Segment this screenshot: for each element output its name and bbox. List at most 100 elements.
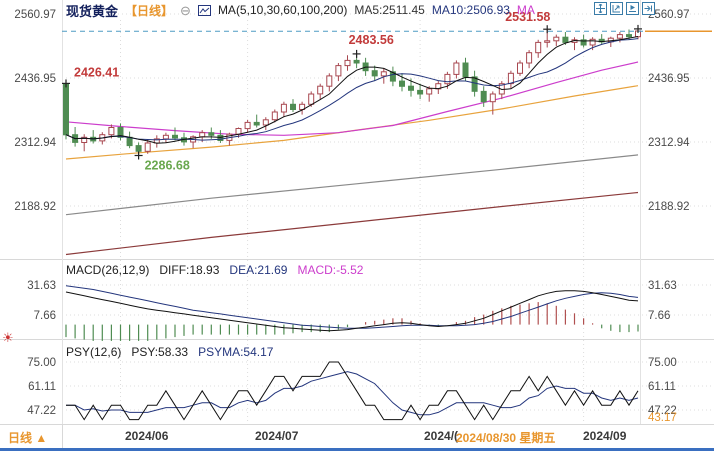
candle bbox=[453, 62, 460, 75]
psy-title[interactable]: PSY(12,6) bbox=[66, 345, 122, 359]
candle bbox=[489, 93, 496, 103]
axis-label: 47.22 bbox=[27, 405, 56, 417]
candle bbox=[517, 62, 523, 74]
time-axis-bar: 日线 ▲ 2024/06 2024/07 2024/(2024/08/30 星期五 2… bbox=[0, 424, 714, 448]
psy-line bbox=[66, 361, 639, 421]
axis-label: 75.00 bbox=[27, 357, 56, 369]
axis-label: 2312.94 bbox=[648, 137, 690, 149]
candle bbox=[544, 40, 551, 43]
axis-label: 2436.95 bbox=[648, 73, 690, 85]
dea-line bbox=[65, 285, 639, 329]
move-tool-icon[interactable] bbox=[594, 2, 607, 15]
indicator-icon[interactable] bbox=[197, 4, 211, 16]
candle bbox=[553, 36, 560, 42]
axis-label: 43.17 bbox=[648, 412, 677, 424]
candle bbox=[589, 38, 596, 46]
candle bbox=[199, 132, 206, 138]
y-axis-labels: 2560.97 2560.97 2436.95 2436.95 2312.94 2312.… bbox=[14, 9, 690, 424]
macd-diff-value: DIFF:18.93 bbox=[159, 263, 220, 277]
candle bbox=[417, 89, 424, 95]
candle bbox=[262, 119, 269, 126]
axis-label: 2426.41 bbox=[74, 65, 119, 79]
axis-fit-icon[interactable] bbox=[610, 2, 623, 15]
candle bbox=[335, 65, 342, 77]
candle bbox=[462, 62, 469, 78]
period-tag: 【日线】 bbox=[125, 3, 174, 18]
candle bbox=[616, 34, 623, 39]
axis-label: 61.11 bbox=[648, 381, 676, 393]
axis-label: 7.66 bbox=[648, 310, 670, 322]
psyma-value: PSYMA:54.17 bbox=[198, 345, 274, 359]
indicator-settings-icon[interactable]: ☀ bbox=[2, 330, 14, 345]
macd-hist-value: MACD:-5.52 bbox=[297, 263, 364, 277]
candle bbox=[399, 80, 405, 87]
candle bbox=[135, 145, 142, 152]
collapse-icon[interactable]: ⊖ bbox=[180, 2, 191, 18]
chart-header: 现货黄金 【日线】 ⊖ MA(5,10,30,60,100,200) MA5:2… bbox=[66, 2, 535, 19]
axis-label: 75.00 bbox=[648, 357, 677, 369]
candle bbox=[389, 71, 396, 82]
candle bbox=[126, 136, 133, 147]
candle bbox=[253, 121, 260, 126]
candle bbox=[81, 136, 88, 144]
gridlines bbox=[62, 13, 712, 429]
diff-line bbox=[65, 290, 639, 332]
candle bbox=[280, 103, 287, 113]
axis-label: 31.63 bbox=[27, 280, 56, 292]
ma-extra-value: MA bbox=[516, 3, 535, 17]
axis-label: 47.22 bbox=[648, 405, 677, 417]
crosshair-date-label: 2024/08/30 星期五 bbox=[456, 431, 556, 445]
candle bbox=[344, 59, 351, 67]
axis-label: 61.11 bbox=[28, 381, 56, 393]
candle bbox=[535, 41, 542, 54]
candle bbox=[108, 127, 115, 136]
axis-label: 2560.97 bbox=[14, 9, 56, 21]
candle bbox=[290, 103, 296, 111]
candle bbox=[317, 85, 324, 95]
axis-label: 2286.68 bbox=[145, 159, 190, 173]
price-annotations: 2426.41 2286.68 2483.56 2531.58 bbox=[62, 10, 642, 173]
candle bbox=[308, 93, 315, 105]
psy-value: PSY:58.33 bbox=[131, 345, 189, 359]
macd-histogram bbox=[65, 302, 639, 341]
axis-label: 31.63 bbox=[648, 280, 677, 292]
candle bbox=[144, 142, 151, 152]
candle bbox=[480, 90, 487, 103]
axis-label: 2560.97 bbox=[648, 9, 690, 21]
ma10-line bbox=[65, 38, 639, 141]
period-selector[interactable]: 日线 ▲ bbox=[8, 431, 48, 445]
axis-label: 2188.92 bbox=[648, 201, 690, 213]
psy-header: PSY(12,6) PSY:58.33 PSYMA:54.17 bbox=[66, 345, 273, 359]
candle bbox=[271, 111, 278, 121]
x-axis-label: 2024/06 bbox=[125, 429, 169, 443]
candle bbox=[444, 73, 451, 85]
candle bbox=[371, 70, 378, 77]
candles bbox=[63, 28, 641, 156]
candle bbox=[507, 72, 514, 85]
macd-title[interactable]: MACD(26,12,9) bbox=[66, 263, 150, 277]
candle bbox=[526, 52, 533, 64]
axis-label: 2436.95 bbox=[14, 73, 56, 85]
candle bbox=[208, 132, 215, 136]
candle bbox=[162, 134, 169, 140]
candle bbox=[326, 75, 333, 87]
symbol-name: 现货黄金 bbox=[66, 3, 119, 19]
candle bbox=[408, 85, 414, 91]
ma30-line bbox=[65, 61, 639, 136]
candle bbox=[117, 127, 124, 138]
ma-settings-label[interactable]: MA(5,10,30,60,100,200) bbox=[217, 3, 348, 17]
ma5-value: MA5:2511.45 bbox=[354, 3, 425, 17]
jump-to-end-icon[interactable] bbox=[642, 2, 655, 15]
ma10-value: MA10:2506.93 bbox=[431, 3, 510, 17]
candle bbox=[380, 71, 387, 77]
candle bbox=[580, 39, 587, 46]
play-forward-icon[interactable] bbox=[626, 2, 639, 15]
candle bbox=[353, 59, 360, 64]
x-axis-label: 2024/( bbox=[424, 429, 459, 443]
psyma-line bbox=[66, 371, 639, 416]
axis-label: 2188.92 bbox=[14, 201, 56, 213]
axis-label: 2312.94 bbox=[14, 137, 56, 149]
